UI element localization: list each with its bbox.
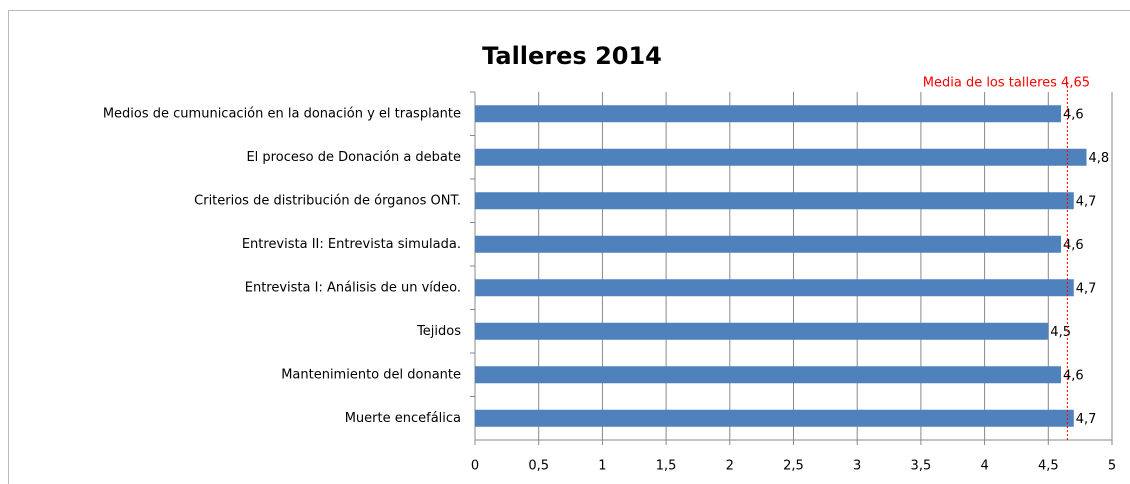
chart-border (8, 10, 1130, 484)
x-tick-label: 0 (471, 459, 479, 474)
x-tick-label: 3,5 (911, 459, 932, 474)
data-label: 4,7 (1076, 412, 1097, 427)
bar (475, 366, 1062, 384)
x-tick-label: 2,5 (783, 459, 804, 474)
bar (475, 322, 1049, 340)
data-label: 4,6 (1063, 368, 1084, 383)
y-tick-label: Muerte encefálica (345, 411, 461, 426)
bar (475, 235, 1062, 253)
x-tick-label: 1 (598, 459, 606, 474)
y-tick-label: Entrevista II: Entrevista simulada. (242, 237, 461, 252)
data-label: 4,7 (1076, 194, 1097, 209)
y-tick-label: Entrevista I: Análisis de un vídeo. (245, 280, 461, 295)
bar (475, 148, 1087, 166)
y-tick-label: Tejidos (416, 324, 461, 339)
bar (475, 409, 1074, 427)
bar (475, 192, 1074, 210)
chart-title: Talleres 2014 (482, 42, 662, 70)
y-tick-label: El proceso de Donación a debate (246, 150, 461, 165)
data-label: 4,8 (1089, 151, 1110, 166)
x-tick-label: 2 (726, 459, 734, 474)
data-label: 4,6 (1063, 107, 1084, 122)
x-tick-label: 5 (1108, 459, 1116, 474)
y-tick-label: Mantenimiento del donante (281, 367, 461, 382)
x-tick-label: 3 (853, 459, 861, 474)
y-tick-label: Medios de cumunicación en la donación y … (103, 106, 461, 121)
data-label: 4,7 (1076, 281, 1097, 296)
x-tick-label: 0,5 (528, 459, 549, 474)
reference-label: Media de los talleres 4,65 (923, 76, 1090, 91)
x-tick-label: 4 (980, 459, 988, 474)
y-tick-label: Criterios de distribución de órganos ONT… (194, 193, 461, 208)
x-tick-label: 4,5 (1038, 459, 1059, 474)
data-label: 4,6 (1063, 238, 1084, 253)
x-tick-label: 1,5 (656, 459, 677, 474)
bar (475, 105, 1062, 123)
bar (475, 279, 1074, 297)
data-label: 4,5 (1050, 325, 1071, 340)
